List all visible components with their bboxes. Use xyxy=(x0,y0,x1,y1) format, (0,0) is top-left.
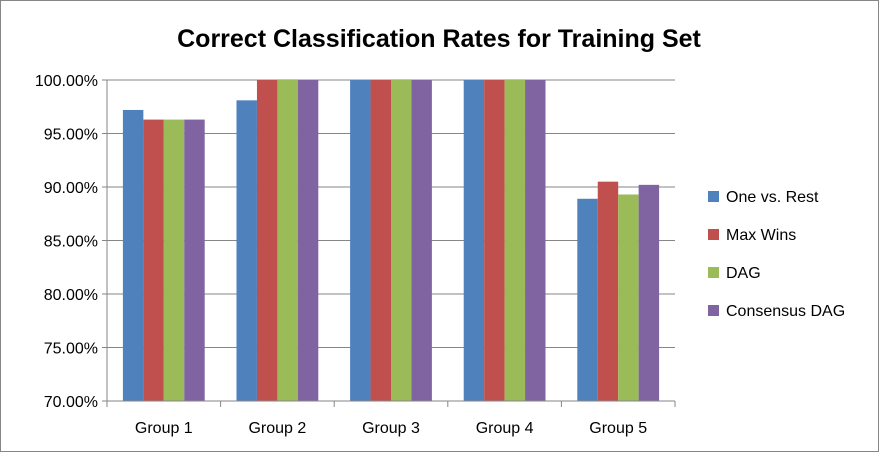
bar xyxy=(297,80,319,401)
legend-swatch xyxy=(708,229,719,240)
bar xyxy=(143,119,164,401)
legend-label: One vs. Rest xyxy=(726,189,819,206)
legend-swatch xyxy=(708,191,719,202)
y-tick-label: 75.00% xyxy=(44,341,98,358)
bar xyxy=(525,80,546,401)
bars xyxy=(122,80,660,402)
bar xyxy=(256,80,278,401)
legend-swatch xyxy=(708,305,719,316)
bar xyxy=(370,80,391,401)
bar xyxy=(350,80,371,401)
axes: 70.00% 75.00% 80.00% 85.00% 90.00% 95.00% 100.… xyxy=(35,73,676,437)
x-tick-label: Group 1 xyxy=(135,420,193,437)
y-tick-label: 90.00% xyxy=(44,180,98,197)
legend-label: DAG xyxy=(726,265,761,282)
bar xyxy=(122,109,144,402)
x-tick-label: Group 3 xyxy=(362,420,420,437)
bar xyxy=(638,184,660,401)
y-tick-label: 85.00% xyxy=(44,234,98,251)
y-tick-label: 70.00% xyxy=(44,394,98,411)
y-tick-label: 95.00% xyxy=(44,127,98,144)
x-tick-label: Group 5 xyxy=(589,420,647,437)
y-tick-label: 80.00% xyxy=(44,287,98,304)
y-tick-label: 100.00% xyxy=(35,73,98,90)
bar xyxy=(504,80,526,401)
bar xyxy=(484,80,505,401)
legend-label: Max Wins xyxy=(726,227,796,244)
bar xyxy=(411,80,432,401)
bar xyxy=(236,100,257,401)
bar xyxy=(163,119,185,401)
legend-label: Consensus DAG xyxy=(726,303,845,320)
bar xyxy=(391,80,412,401)
chart-title: Correct Classification Rates for Trainin… xyxy=(177,25,701,53)
bar xyxy=(184,119,205,401)
bar xyxy=(577,198,598,401)
bar xyxy=(597,181,619,401)
x-tick-label: Group 2 xyxy=(248,420,306,437)
bar xyxy=(463,80,485,401)
legend-swatch xyxy=(708,267,719,278)
bar xyxy=(618,194,639,401)
bar xyxy=(277,80,298,401)
legend: One vs. Rest Max Wins DAG Consensus DAG xyxy=(708,189,845,320)
x-tick-label: Group 4 xyxy=(476,420,534,437)
